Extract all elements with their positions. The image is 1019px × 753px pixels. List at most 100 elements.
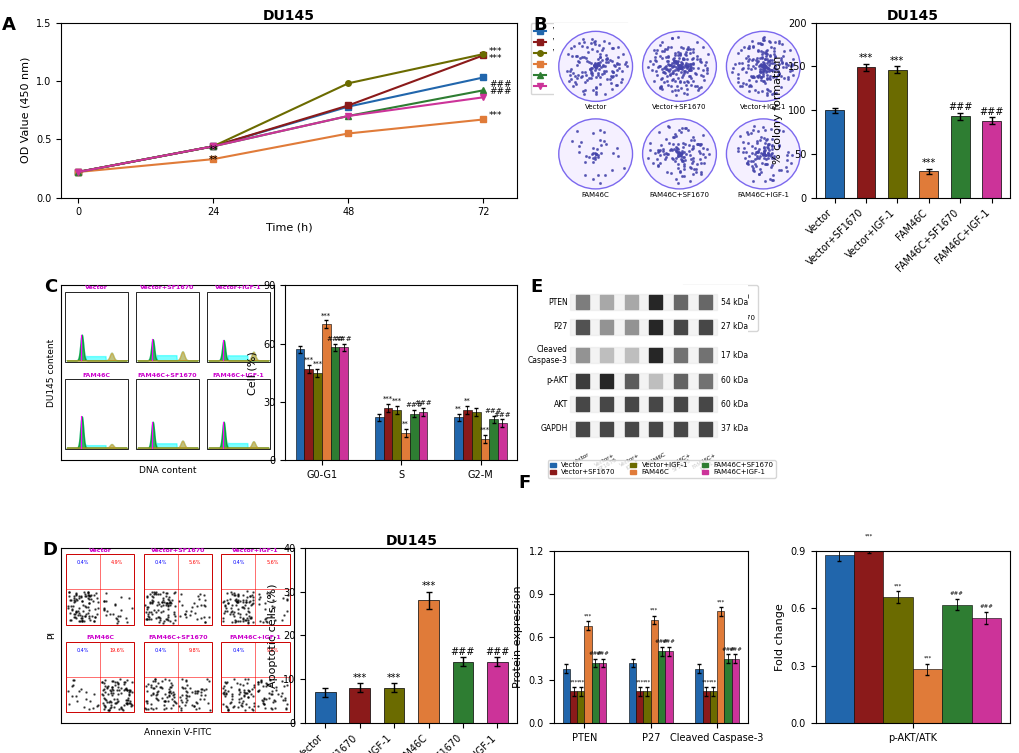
Point <box>186 700 203 712</box>
Point <box>85 703 101 715</box>
Point <box>81 587 97 599</box>
Point <box>223 693 239 705</box>
Point <box>77 611 94 623</box>
Point <box>105 608 121 620</box>
Point <box>218 587 234 599</box>
Point <box>119 616 136 628</box>
Point <box>162 684 178 697</box>
Point <box>263 605 279 617</box>
Bar <box>463 410 472 460</box>
Text: ***: *** <box>921 158 935 168</box>
Point <box>196 693 212 705</box>
Point <box>165 688 181 700</box>
Bar <box>472 412 480 460</box>
Point <box>160 593 176 605</box>
Point <box>105 675 121 687</box>
Point <box>228 677 245 689</box>
Point <box>227 615 244 627</box>
Point <box>139 590 155 602</box>
Bar <box>562 669 570 723</box>
Point <box>162 681 178 694</box>
Point <box>151 611 167 623</box>
Point <box>96 703 112 715</box>
Point <box>86 614 102 626</box>
Point <box>193 686 209 698</box>
Point <box>227 599 244 611</box>
Point <box>122 684 139 696</box>
Text: 0.4%: 0.4% <box>76 648 89 653</box>
Point <box>215 615 231 627</box>
Point <box>112 673 128 685</box>
Point <box>161 596 177 608</box>
Point <box>61 698 77 710</box>
Point <box>181 682 198 694</box>
Bar <box>882 597 912 723</box>
Point <box>99 682 115 694</box>
Point <box>265 594 281 606</box>
Point <box>218 605 234 617</box>
Point <box>76 587 93 599</box>
Point <box>110 678 126 690</box>
Point <box>254 616 270 628</box>
Point <box>235 687 252 699</box>
Point <box>229 596 246 608</box>
Point <box>222 696 238 708</box>
Text: P27: P27 <box>553 322 568 331</box>
Point <box>222 606 238 618</box>
Point <box>216 679 232 691</box>
Point <box>138 599 154 611</box>
FancyBboxPatch shape <box>65 292 127 362</box>
Point <box>70 592 87 604</box>
Point <box>165 699 181 711</box>
Ellipse shape <box>558 119 632 189</box>
Point <box>74 610 91 622</box>
Text: ***: *** <box>489 47 502 56</box>
Bar <box>731 659 738 723</box>
Point <box>145 703 161 715</box>
Point <box>65 674 82 686</box>
Point <box>139 614 155 626</box>
Point <box>166 614 182 626</box>
Point <box>242 606 258 618</box>
Point <box>140 601 156 613</box>
Point <box>235 613 252 625</box>
Text: ###: ### <box>493 411 511 417</box>
Point <box>88 603 104 615</box>
Point <box>113 701 129 713</box>
Point <box>192 588 208 600</box>
Point <box>200 675 216 687</box>
Point <box>68 587 85 599</box>
Point <box>155 617 171 629</box>
Point <box>167 600 183 612</box>
Point <box>123 699 140 711</box>
Title: DU145: DU145 <box>887 8 938 23</box>
Point <box>81 590 97 602</box>
Point <box>114 703 130 715</box>
Point <box>255 696 271 708</box>
Point <box>158 597 174 609</box>
Point <box>73 590 90 602</box>
Point <box>145 675 161 687</box>
Point <box>68 691 85 703</box>
Point <box>234 695 251 707</box>
Point <box>278 698 294 710</box>
Point <box>76 588 93 600</box>
Point <box>186 685 203 697</box>
Point <box>97 680 113 692</box>
Point <box>231 611 248 623</box>
Text: Vector+IGF-1: Vector+IGF-1 <box>740 104 786 110</box>
Point <box>181 690 198 702</box>
Point <box>263 702 279 714</box>
Point <box>149 685 165 697</box>
Bar <box>489 419 497 460</box>
Point <box>150 604 166 616</box>
Point <box>238 687 255 700</box>
Point <box>87 611 103 623</box>
Point <box>192 593 208 605</box>
Point <box>90 596 106 608</box>
Point <box>250 700 266 712</box>
Point <box>256 692 272 704</box>
Legend: Vector, Vector+SF1670, Vector+IGF-1, FAM46C, FAM46C+SF1670, FAM46C+IGF-1: Vector, Vector+SF1670, Vector+IGF-1, FAM… <box>530 23 628 94</box>
Point <box>161 686 177 698</box>
Point <box>273 687 289 699</box>
